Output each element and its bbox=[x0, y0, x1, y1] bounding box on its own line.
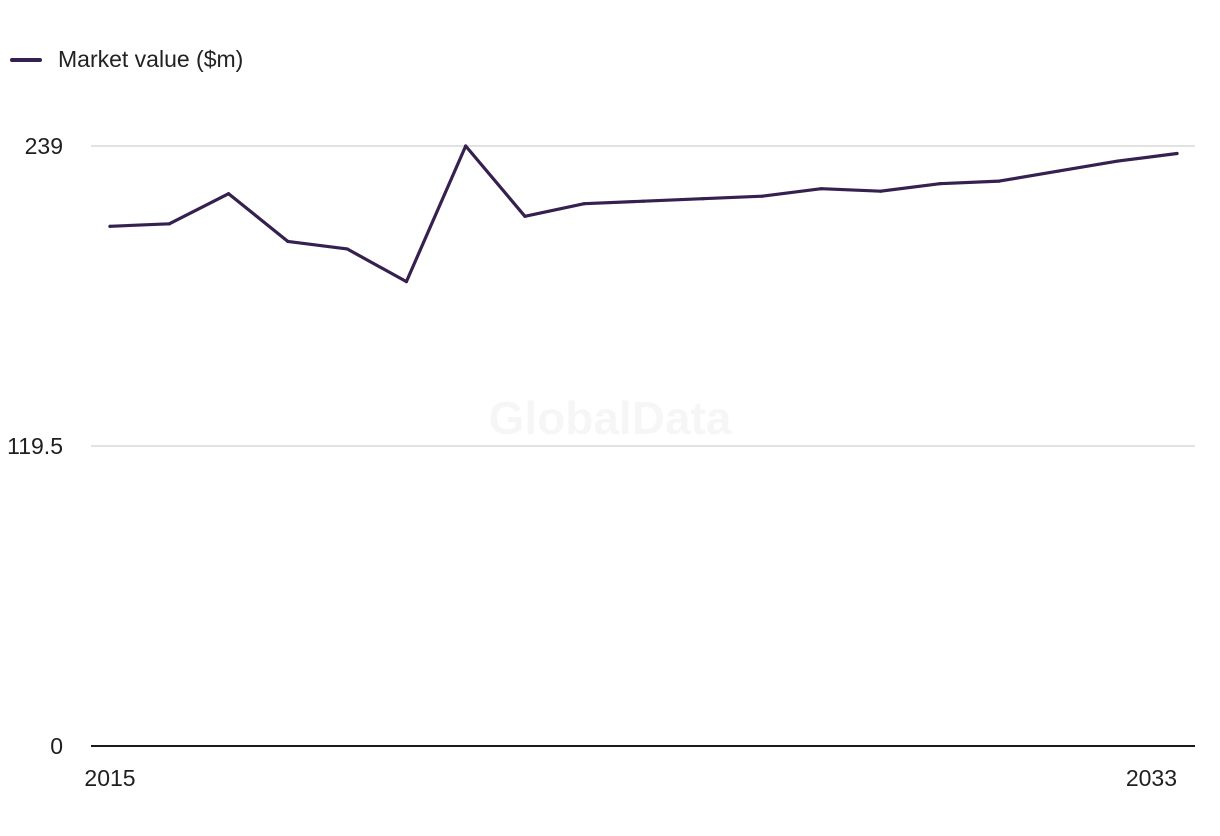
data-point bbox=[582, 202, 586, 206]
x-tick-label: 2015 bbox=[84, 765, 135, 791]
legend-swatch bbox=[10, 57, 42, 62]
data-point bbox=[997, 179, 1001, 183]
series-layer bbox=[108, 144, 1179, 284]
data-point bbox=[701, 197, 705, 201]
data-point bbox=[879, 189, 883, 193]
y-tick-label: 119.5 bbox=[7, 433, 63, 459]
data-point bbox=[641, 199, 646, 203]
y-tick-label: 239 bbox=[25, 133, 63, 159]
x-axis-tick-labels: 2015 2033 bbox=[84, 765, 1177, 791]
legend-label: Market value ($m) bbox=[58, 46, 244, 72]
grid-lines bbox=[91, 145, 1195, 447]
data-point bbox=[938, 182, 942, 186]
data-point bbox=[167, 222, 171, 226]
data-point bbox=[760, 194, 764, 198]
chart-legend: Market value ($m) bbox=[10, 46, 243, 73]
data-point bbox=[464, 144, 468, 148]
data-point bbox=[1116, 159, 1120, 163]
data-point bbox=[108, 224, 112, 228]
data-point bbox=[819, 187, 823, 191]
series-line-market-value bbox=[108, 144, 1179, 284]
data-point bbox=[523, 214, 527, 218]
data-point bbox=[404, 279, 408, 284]
data-point bbox=[286, 239, 290, 243]
data-point bbox=[1175, 151, 1179, 156]
data-point bbox=[345, 247, 349, 251]
y-tick-label: 0 bbox=[50, 733, 63, 759]
watermark-text: GlobalData bbox=[489, 392, 732, 444]
y-axis-tick-labels: 0 119.5 239 bbox=[7, 133, 63, 759]
data-point bbox=[226, 192, 231, 196]
data-point bbox=[1056, 169, 1061, 173]
x-tick-label: 2033 bbox=[1126, 765, 1177, 791]
